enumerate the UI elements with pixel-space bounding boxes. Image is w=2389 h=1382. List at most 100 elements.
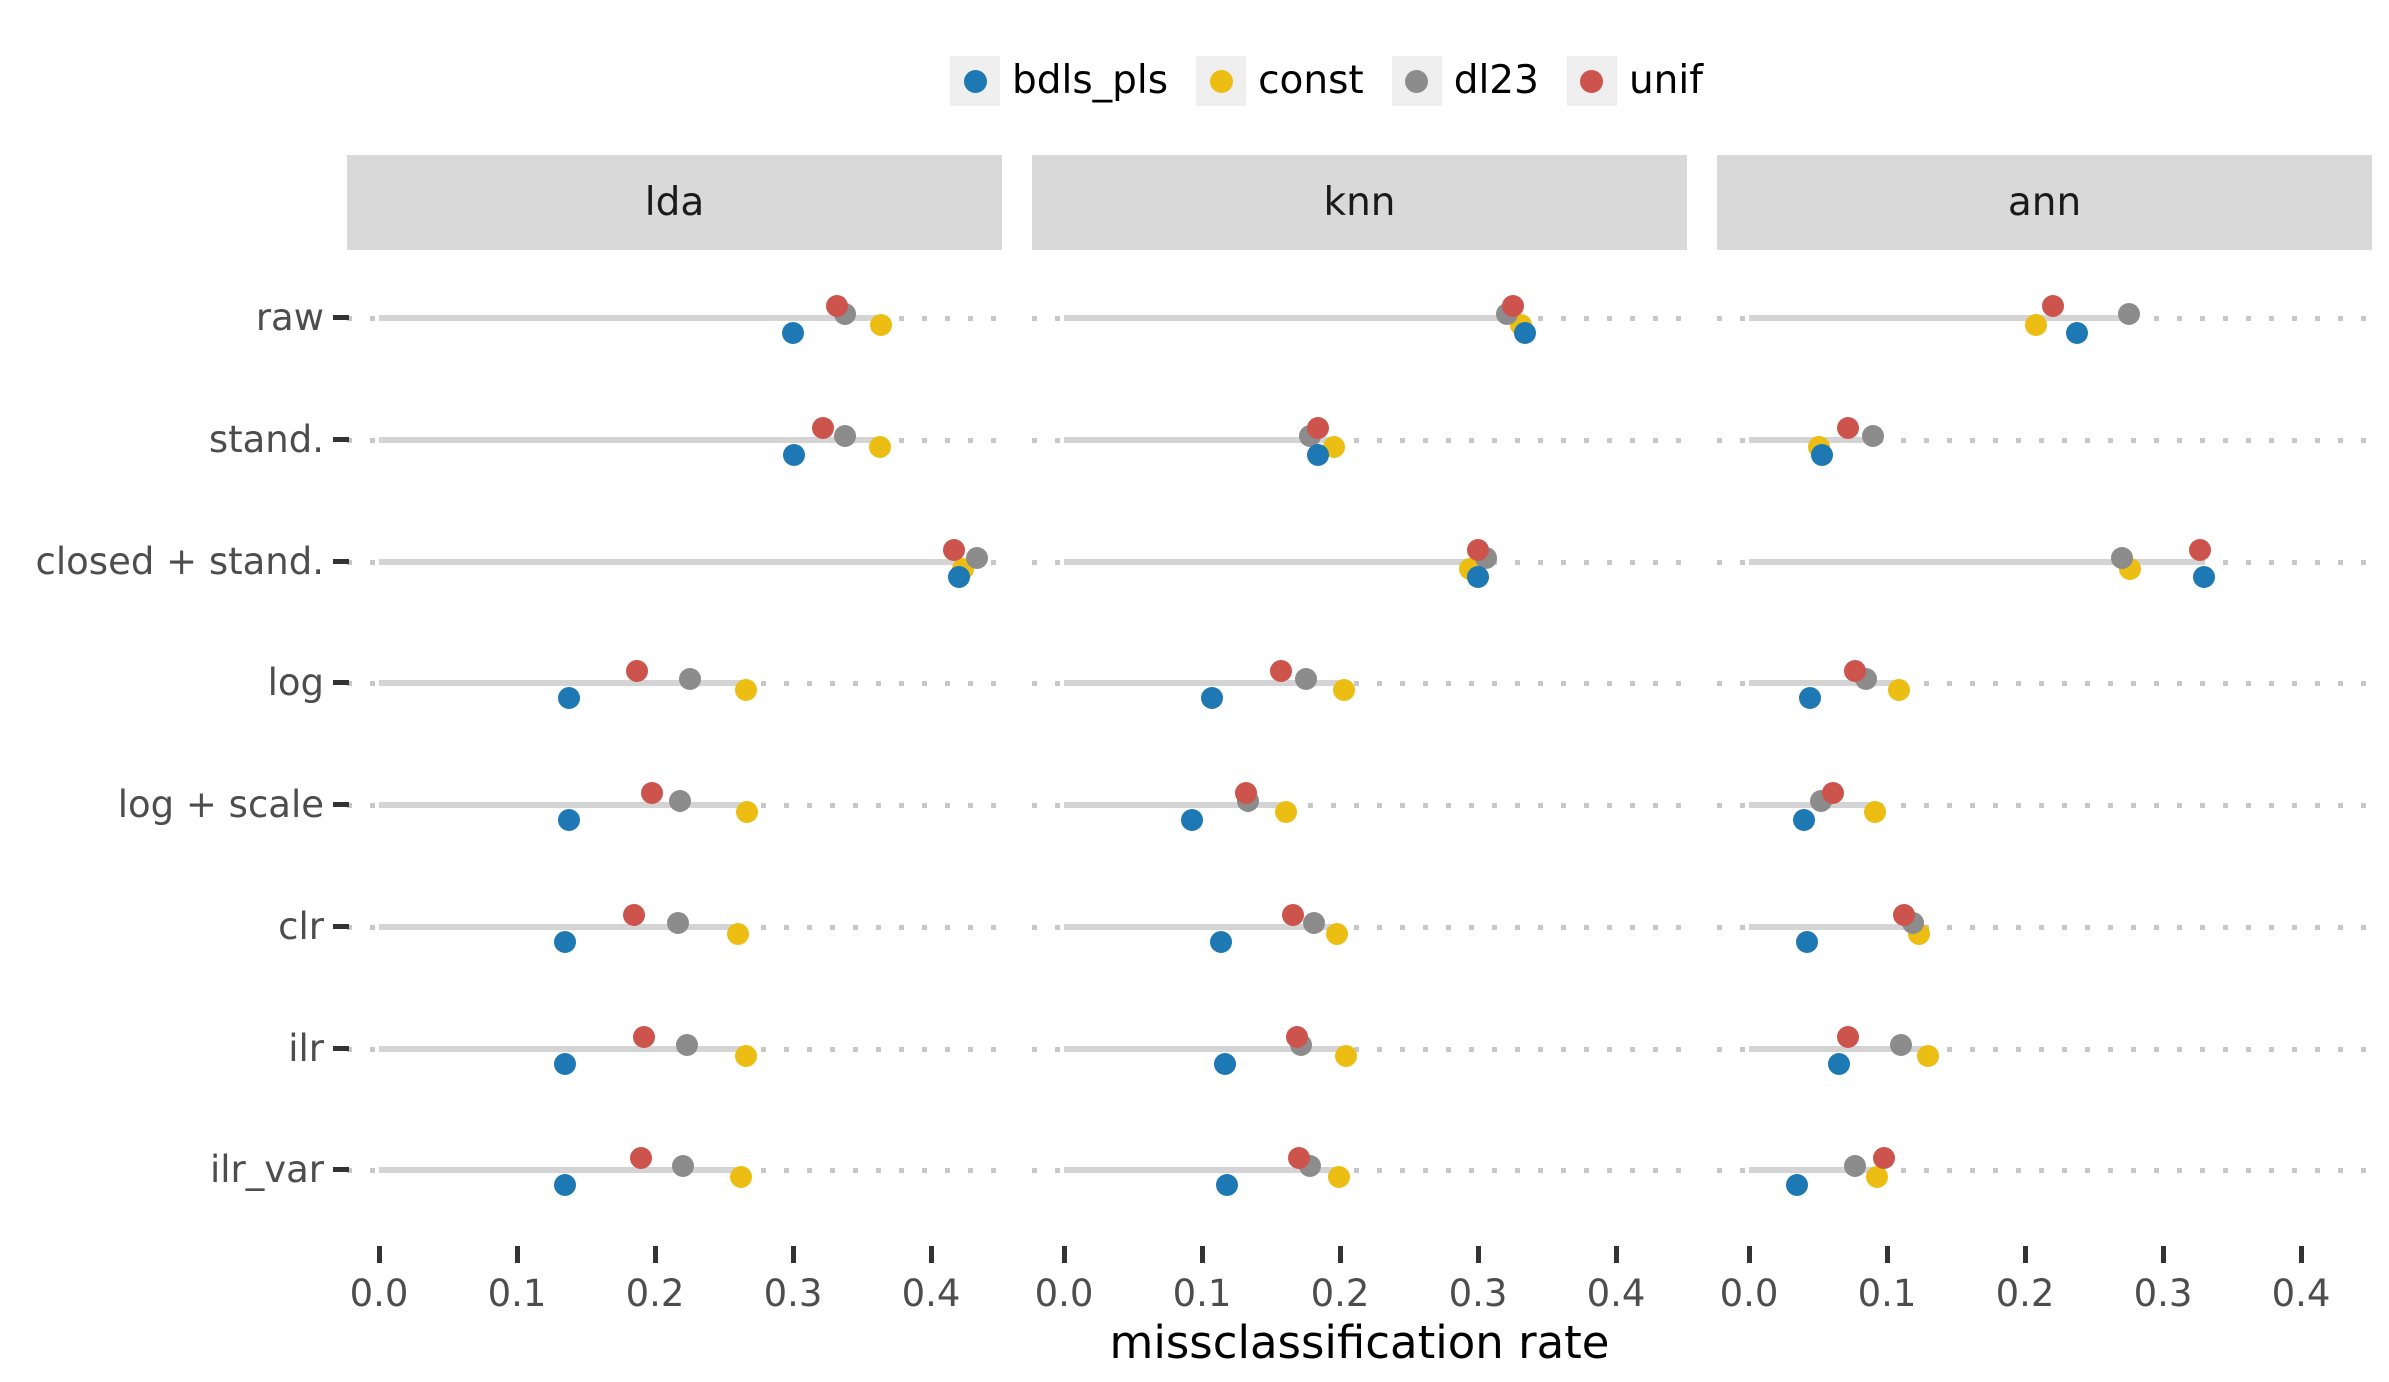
data-point-bdls_pls: [1181, 809, 1203, 831]
data-point-const: [870, 314, 892, 336]
x-tick-label: 0.0: [1719, 1272, 1779, 1315]
y-tick-mark: [333, 1046, 349, 1051]
x-tick-mark: [2299, 1246, 2304, 1263]
x-tick-label: 0.0: [1034, 1272, 1094, 1315]
dotted-line: [1717, 925, 2372, 930]
facet-panel-lda: [347, 250, 1002, 1240]
legend-dot-icon: [1209, 69, 1233, 93]
data-point-bdls_pls: [1514, 322, 1536, 344]
data-point-const: [1333, 679, 1355, 701]
data-point-const: [735, 1045, 757, 1067]
data-point-dl23: [672, 1155, 694, 1177]
value-bar: [1749, 1046, 1928, 1052]
dotted-line: [1717, 681, 2372, 686]
data-point-const: [1888, 679, 1910, 701]
data-point-dl23: [2118, 303, 2140, 325]
legend-key-const: [1196, 56, 1247, 106]
legend-dot-icon: [1405, 69, 1429, 93]
data-point-dl23: [966, 547, 988, 569]
x-tick-mark: [2023, 1246, 2028, 1263]
x-axis-title: missclassification rate: [1109, 1316, 1610, 1369]
y-tick-mark: [333, 437, 349, 442]
value-bar: [1749, 924, 1919, 930]
x-tick-mark: [1200, 1246, 1205, 1263]
data-point-const: [1917, 1045, 1939, 1067]
x-tick-label: 0.4: [901, 1272, 961, 1315]
data-point-const: [735, 679, 757, 701]
data-point-bdls_pls: [554, 931, 576, 953]
data-point-bdls_pls: [1786, 1174, 1808, 1196]
value-bar: [1749, 680, 1899, 686]
y-axis-label-clr: clr: [278, 905, 324, 948]
data-point-unif: [943, 539, 965, 561]
data-point-bdls_pls: [1467, 566, 1489, 588]
data-point-unif: [1288, 1147, 1310, 1169]
value-bar: [379, 924, 738, 930]
data-point-bdls_pls: [1811, 444, 1833, 466]
data-point-bdls_pls: [1828, 1053, 1850, 1075]
legend-label: bdls_pls: [1012, 58, 1169, 103]
value-bar: [1064, 315, 1525, 321]
x-tick-label: 0.3: [1448, 1272, 1508, 1315]
data-point-dl23: [679, 668, 701, 690]
data-point-bdls_pls: [558, 809, 580, 831]
value-bar: [1749, 1167, 1884, 1173]
legend-label: dl23: [1453, 58, 1539, 103]
facet-strip-knn: knn: [1032, 155, 1687, 250]
value-bar: [379, 1046, 746, 1052]
data-point-dl23: [1862, 425, 1884, 447]
facet-panel-ann: [1717, 250, 2372, 1240]
x-tick-label: 0.1: [1172, 1272, 1232, 1315]
data-point-dl23: [1890, 1034, 1912, 1056]
legend-dot-icon: [963, 69, 987, 93]
data-point-bdls_pls: [1210, 931, 1232, 953]
y-tick-mark: [333, 802, 349, 807]
data-point-bdls_pls: [1799, 687, 1821, 709]
value-bar: [1064, 924, 1337, 930]
x-tick-label: 0.2: [1995, 1272, 2055, 1315]
value-bar: [1064, 680, 1344, 686]
data-point-bdls_pls: [1201, 687, 1223, 709]
data-point-dl23: [1844, 1155, 1866, 1177]
value-bar: [1749, 559, 2204, 565]
x-tick-label: 0.1: [1857, 1272, 1917, 1315]
dotted-line: [1032, 438, 1687, 443]
x-tick-mark: [653, 1246, 658, 1263]
dotted-line: [1717, 1168, 2372, 1173]
facet-strip-label: lda: [644, 180, 705, 225]
data-point-unif: [1282, 904, 1304, 926]
dotted-line: [1032, 1168, 1687, 1173]
data-point-unif: [633, 1026, 655, 1048]
y-axis-label-ilr: ilr: [288, 1027, 324, 1070]
data-point-unif: [1235, 782, 1257, 804]
data-point-const: [1866, 1166, 1888, 1188]
data-point-unif: [1467, 539, 1489, 561]
data-point-unif: [1286, 1026, 1308, 1048]
x-tick-mark: [1885, 1246, 1890, 1263]
data-point-unif: [1307, 417, 1329, 439]
data-point-dl23: [669, 790, 691, 812]
dotted-line: [1032, 925, 1687, 930]
legend-label: const: [1258, 58, 1364, 103]
facet-strip-label: ann: [2007, 180, 2082, 225]
data-point-dl23: [667, 912, 689, 934]
data-point-bdls_pls: [554, 1174, 576, 1196]
x-tick-mark: [1476, 1246, 1481, 1263]
data-point-unif: [2042, 295, 2064, 317]
x-tick-mark: [377, 1246, 382, 1263]
legend-item-dl23: dl23: [1391, 56, 1539, 106]
facet-strip-label: knn: [1323, 180, 1396, 225]
value-bar: [379, 680, 746, 686]
value-bar: [379, 315, 881, 321]
data-point-const: [1328, 1166, 1350, 1188]
data-point-unif: [1873, 1147, 1895, 1169]
value-bar: [379, 559, 977, 565]
value-bar: [379, 1167, 741, 1173]
data-point-unif: [626, 660, 648, 682]
data-point-unif: [826, 295, 848, 317]
legend-key-unif: [1566, 56, 1617, 106]
data-point-unif: [1822, 782, 1844, 804]
data-point-dl23: [676, 1034, 698, 1056]
x-tick-label: 0.3: [763, 1272, 823, 1315]
data-point-const: [1335, 1045, 1357, 1067]
